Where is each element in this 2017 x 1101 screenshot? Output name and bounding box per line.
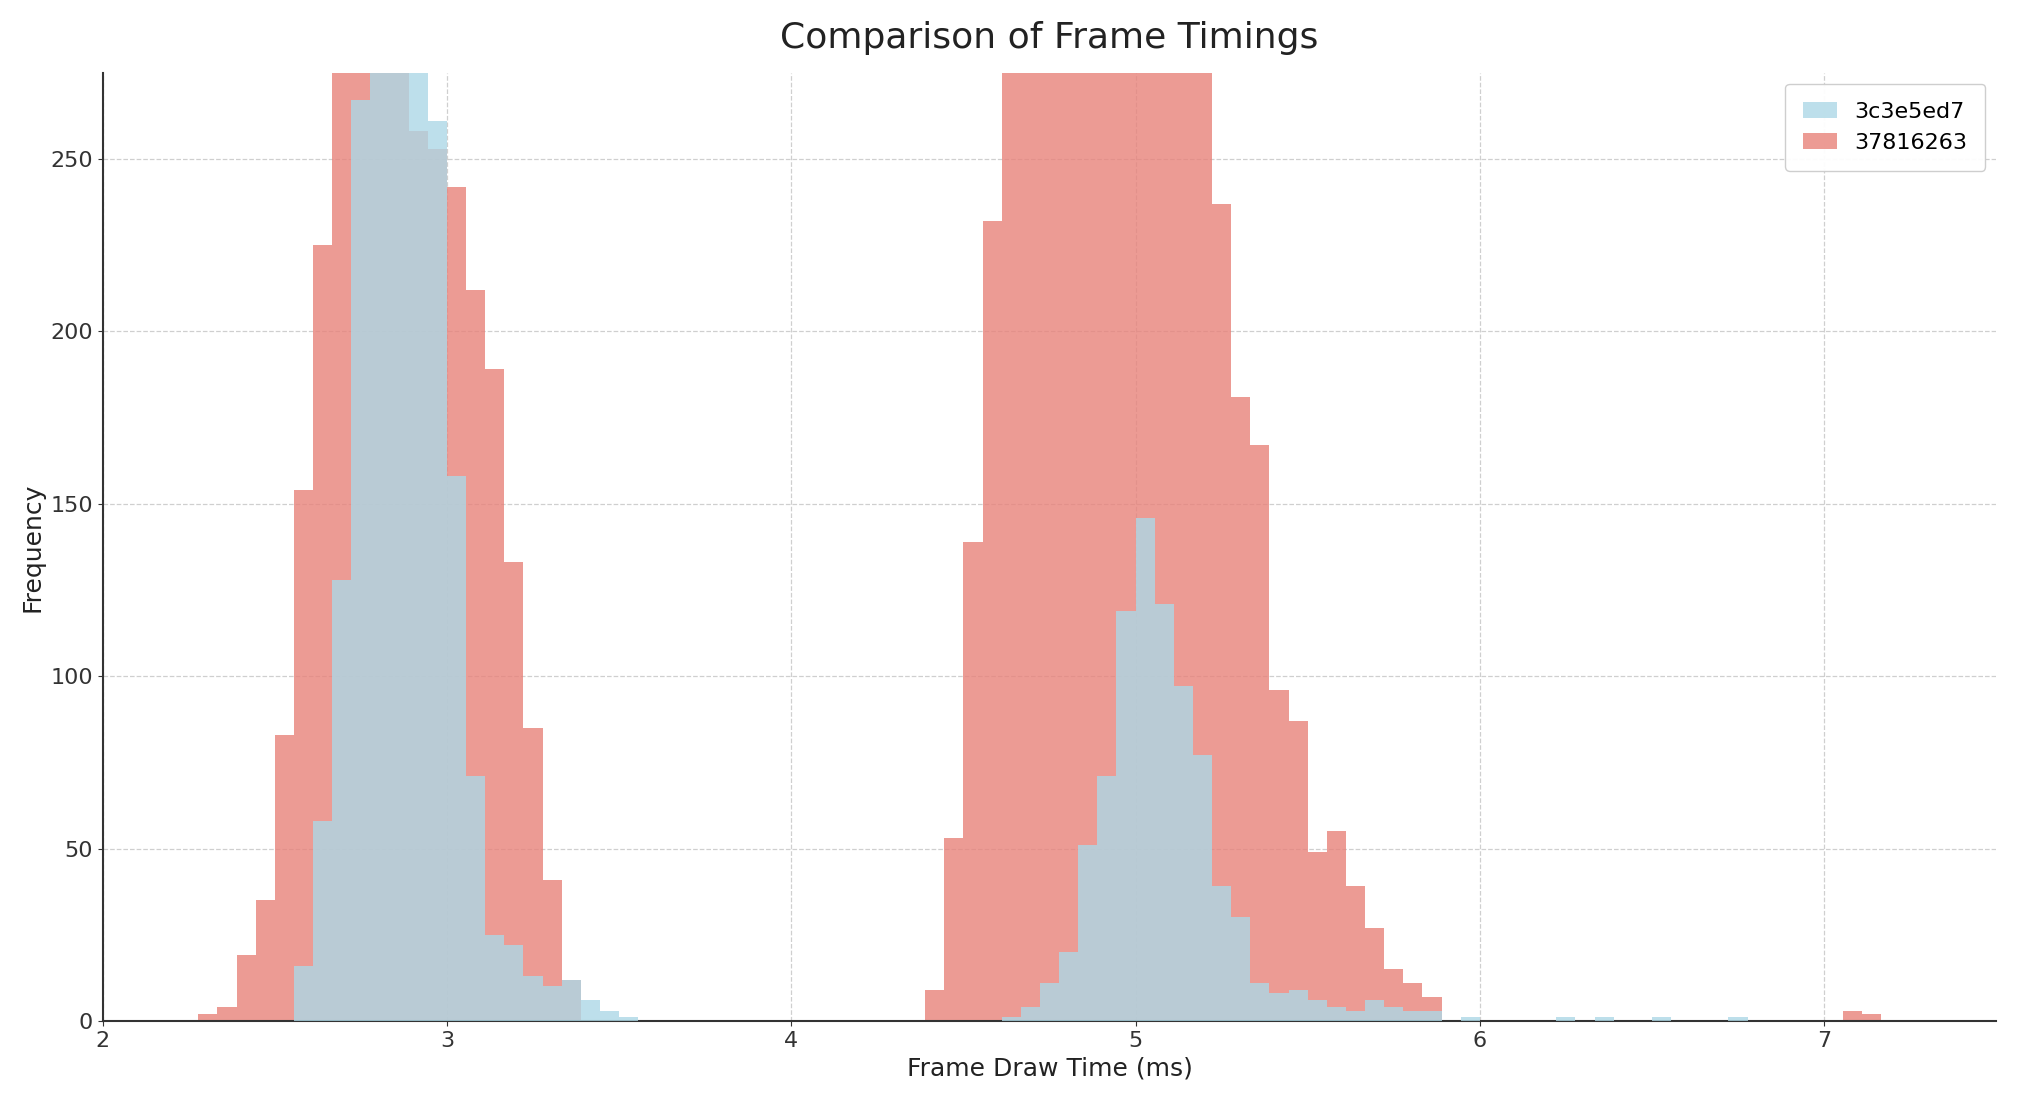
Bar xyxy=(504,563,524,1021)
Bar xyxy=(1422,1011,1442,1021)
Bar xyxy=(389,0,409,1021)
Bar xyxy=(504,945,524,1021)
Bar xyxy=(1174,0,1192,1021)
Bar xyxy=(1251,445,1269,1021)
Bar xyxy=(1136,0,1154,1021)
Bar xyxy=(1021,1007,1041,1021)
Bar xyxy=(1327,831,1345,1021)
Bar xyxy=(563,980,581,1021)
Bar xyxy=(1212,886,1230,1021)
Bar xyxy=(448,186,466,1021)
Bar xyxy=(964,542,982,1021)
Bar xyxy=(1422,996,1442,1021)
Bar xyxy=(1230,917,1251,1021)
X-axis label: Frame Draw Time (ms): Frame Draw Time (ms) xyxy=(906,1056,1192,1080)
Bar xyxy=(389,0,409,1021)
Bar xyxy=(524,728,543,1021)
Bar xyxy=(1404,983,1422,1021)
Bar xyxy=(1307,1000,1327,1021)
Bar xyxy=(371,0,389,1021)
Bar xyxy=(1097,0,1115,1021)
Bar xyxy=(543,880,563,1021)
Bar xyxy=(1366,1000,1384,1021)
Bar xyxy=(1269,993,1289,1021)
Bar xyxy=(333,579,351,1021)
Bar xyxy=(1041,983,1059,1021)
Bar xyxy=(581,1000,599,1021)
Bar xyxy=(1384,969,1404,1021)
Bar xyxy=(619,1017,637,1021)
Bar xyxy=(1115,0,1136,1021)
Bar xyxy=(428,149,448,1021)
Bar xyxy=(944,838,964,1021)
Bar xyxy=(1729,1017,1747,1021)
Bar xyxy=(1844,1011,1862,1021)
Bar xyxy=(371,0,389,1021)
Bar xyxy=(1251,983,1269,1021)
Bar xyxy=(1059,0,1079,1021)
Bar xyxy=(1230,396,1251,1021)
Bar xyxy=(1345,1011,1366,1021)
Bar xyxy=(1404,1011,1422,1021)
Bar xyxy=(982,221,1002,1021)
Bar xyxy=(351,100,371,1021)
Bar xyxy=(1002,1017,1021,1021)
Bar xyxy=(333,0,351,1021)
Bar xyxy=(1174,687,1192,1021)
Bar xyxy=(313,821,333,1021)
Bar xyxy=(563,980,581,1021)
Legend: 3c3e5ed7, 37816263: 3c3e5ed7, 37816263 xyxy=(1785,84,1985,171)
Bar xyxy=(256,901,274,1021)
Y-axis label: Frequency: Frequency xyxy=(20,482,44,611)
Bar xyxy=(1079,0,1097,1021)
Bar xyxy=(1652,1017,1670,1021)
Bar xyxy=(1002,0,1021,1021)
Bar xyxy=(1136,517,1154,1021)
Bar xyxy=(1557,1017,1575,1021)
Bar xyxy=(1307,852,1327,1021)
Bar xyxy=(428,121,448,1021)
Bar xyxy=(1192,755,1212,1021)
Bar xyxy=(1345,886,1366,1021)
Bar xyxy=(524,977,543,1021)
Bar xyxy=(1212,204,1230,1021)
Bar xyxy=(313,246,333,1021)
Title: Comparison of Frame Timings: Comparison of Frame Timings xyxy=(781,21,1319,55)
Bar xyxy=(926,990,944,1021)
Bar xyxy=(1289,721,1307,1021)
Bar xyxy=(236,956,256,1021)
Bar xyxy=(1154,0,1174,1021)
Bar xyxy=(466,290,486,1021)
Bar xyxy=(409,131,428,1021)
Bar xyxy=(1269,690,1289,1021)
Bar xyxy=(294,490,313,1021)
Bar xyxy=(1460,1017,1480,1021)
Bar xyxy=(1366,928,1384,1021)
Bar xyxy=(1327,1007,1345,1021)
Bar xyxy=(1041,0,1059,1021)
Bar xyxy=(543,986,563,1021)
Bar xyxy=(1154,603,1174,1021)
Bar xyxy=(294,966,313,1021)
Bar xyxy=(218,1007,236,1021)
Bar xyxy=(198,1014,218,1021)
Bar xyxy=(1021,0,1041,1021)
Bar xyxy=(1384,1007,1404,1021)
Bar xyxy=(1595,1017,1614,1021)
Bar xyxy=(409,0,428,1021)
Bar xyxy=(466,776,486,1021)
Bar xyxy=(599,1011,619,1021)
Bar xyxy=(448,477,466,1021)
Bar xyxy=(1115,611,1136,1021)
Bar xyxy=(1289,990,1307,1021)
Bar xyxy=(274,734,294,1021)
Bar xyxy=(1097,776,1115,1021)
Bar xyxy=(486,369,504,1021)
Bar xyxy=(1862,1014,1882,1021)
Bar xyxy=(486,935,504,1021)
Bar xyxy=(1059,952,1079,1021)
Bar xyxy=(351,0,371,1021)
Bar xyxy=(1079,846,1097,1021)
Bar xyxy=(1192,0,1212,1021)
